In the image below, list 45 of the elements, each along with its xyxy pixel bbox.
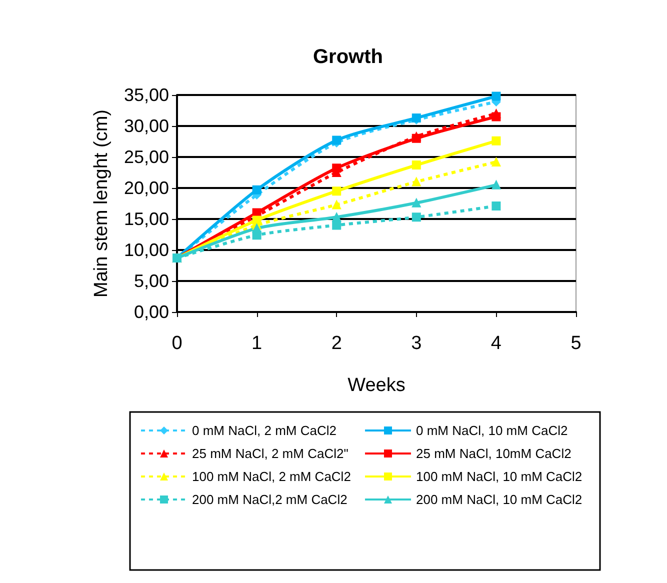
x-tick-label: 5 (570, 333, 582, 354)
legend-label: 25 mM NaCl, 2 mM CaCl2" (192, 446, 349, 461)
y-tick-label: 30,00 (124, 116, 169, 136)
y-tick-label: 25,00 (124, 147, 169, 167)
point (332, 136, 342, 145)
point (412, 212, 421, 222)
y-tick-label: 10,00 (124, 240, 169, 260)
x-tick-label: 1 (252, 333, 262, 354)
point (412, 198, 421, 208)
point (252, 185, 262, 194)
legend-label: 0 mM NaCl, 2 mM CaCl2 (192, 423, 336, 438)
y-tick-label: 0,00 (134, 302, 169, 322)
legend-label: 200 mM NaCl,2 mM CaCl2 (192, 492, 348, 507)
x-axis-title: Weeks (348, 375, 406, 396)
point (492, 92, 501, 101)
point (332, 220, 342, 230)
point (252, 224, 262, 233)
legend-label: 25 mM NaCl, 10mM CaCl2 (416, 446, 572, 461)
y-axis-title: Main stem lenght (cm) (91, 110, 112, 298)
y-tick-label: 35,00 (124, 85, 169, 105)
y-tick-label: 20,00 (124, 178, 169, 198)
legend-label: 200 mM NaCl, 10 mM CaCl2 (416, 492, 582, 507)
point (412, 177, 421, 186)
chart-title: Growth (313, 46, 383, 68)
point (492, 112, 501, 122)
point (492, 136, 501, 146)
point (412, 134, 421, 143)
point (332, 186, 342, 196)
point (332, 164, 342, 173)
point (492, 180, 501, 190)
legend-label: 100 mM NaCl, 2 mM CaCl2 (192, 469, 351, 484)
point (332, 200, 342, 210)
x-tick-label: 4 (490, 333, 502, 354)
legend-label: 0 mM NaCl, 10 mM CaCl2 (416, 423, 568, 438)
x-tick-label: 3 (411, 333, 422, 354)
x-tick-label: 0 (172, 333, 182, 354)
x-tick-label: 2 (331, 333, 342, 354)
legend-label: 100 mM NaCl, 10 mM CaCl2 (416, 469, 582, 484)
point (412, 160, 421, 170)
point (492, 201, 501, 210)
point (492, 157, 501, 166)
point (332, 212, 342, 222)
point (252, 216, 262, 225)
y-tick-label: 5,00 (134, 271, 169, 291)
y-tick-label: 15,00 (124, 209, 169, 229)
